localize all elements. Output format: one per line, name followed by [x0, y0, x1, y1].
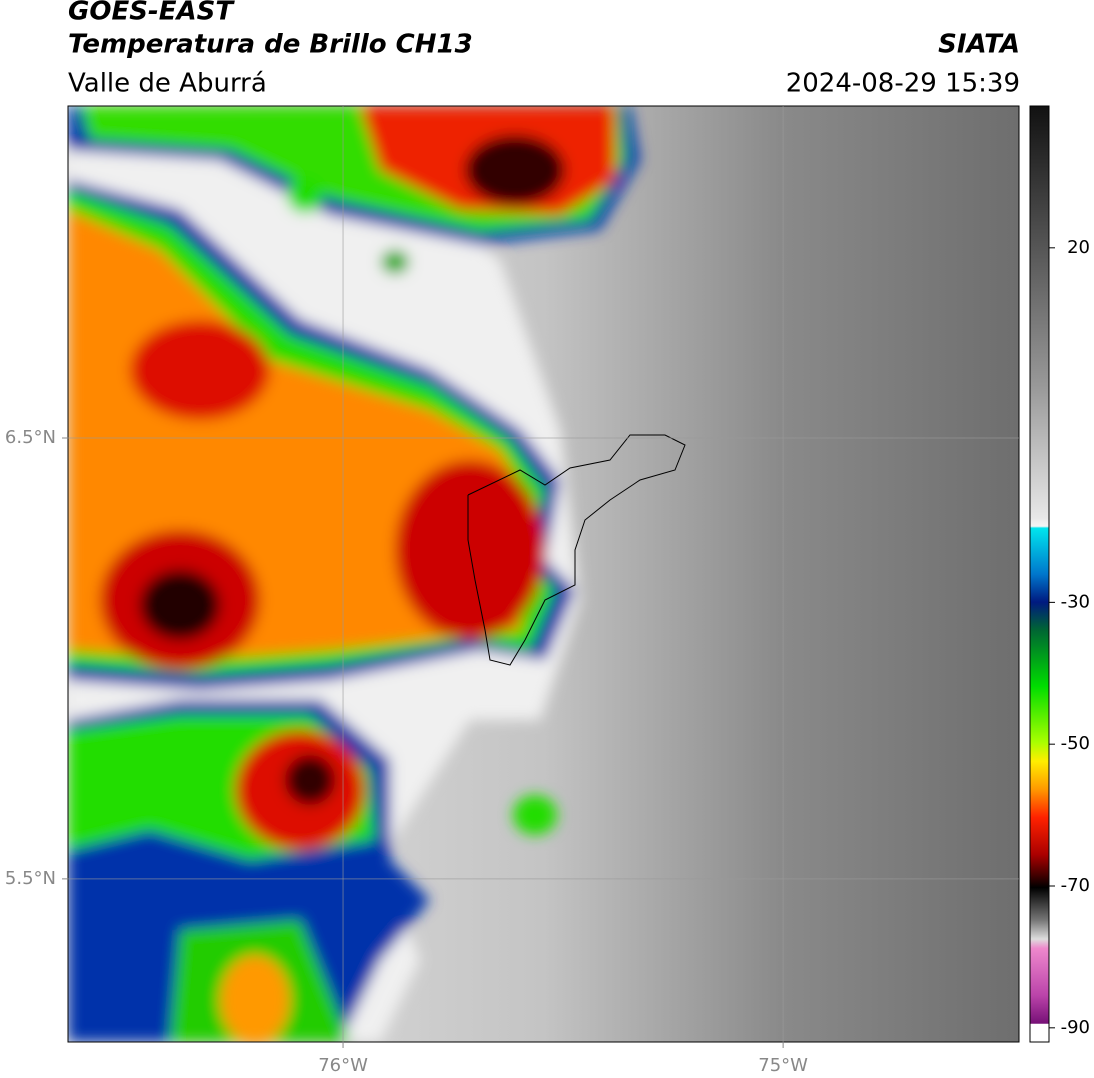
datetime: 2024-08-29 15:39: [786, 69, 1020, 99]
region: Valle de Aburrá: [68, 69, 267, 99]
satellite-image: [68, 106, 1019, 1042]
map-title: Temperatura de Brillo CH13: [68, 30, 473, 60]
satellite-name: GOES-EAST: [68, 0, 235, 27]
y-tick-label: 6.5°N: [5, 427, 56, 448]
colorbar-tick-label: -50: [1061, 733, 1090, 754]
colorbar-tick-label: -70: [1061, 875, 1090, 896]
colorbar-tick-label: -30: [1061, 591, 1090, 612]
colorbar-tick-label: -90: [1061, 1017, 1090, 1038]
x-tick-label: 76°W: [318, 1055, 368, 1076]
y-tick-label: 5.5°N: [5, 868, 56, 889]
map-frame: [67, 105, 1020, 1043]
x-tick-label: 75°W: [758, 1055, 808, 1076]
colorbar-tick-label: 20: [1067, 237, 1090, 258]
municipal-boundaries: [467, 434, 686, 666]
colorbar: [1029, 105, 1050, 1043]
source: SIATA: [938, 30, 1020, 60]
